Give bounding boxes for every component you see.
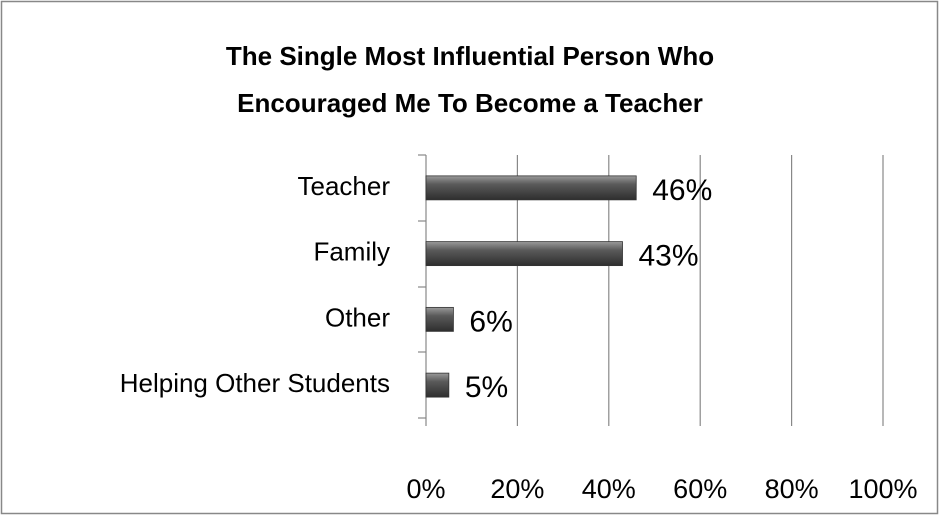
value-label: 46% <box>652 174 712 207</box>
x-tick-label: 100% <box>848 474 917 504</box>
bar <box>425 306 454 332</box>
chart-title: Encouraged Me To Become a Teacher <box>237 88 703 118</box>
x-tick-label: 80% <box>765 474 819 504</box>
chart-title: The Single Most Influential Person Who <box>226 41 714 71</box>
category-label: Family <box>313 237 390 267</box>
x-tick-label: 20% <box>490 474 544 504</box>
category-label: Other <box>325 302 390 332</box>
x-tick-label: 60% <box>673 474 727 504</box>
x-tick-label: 40% <box>582 474 636 504</box>
category-label: Helping Other Students <box>120 368 390 398</box>
bar <box>425 241 623 267</box>
bar <box>425 372 450 398</box>
value-label: 6% <box>469 305 512 338</box>
value-label: 43% <box>639 240 699 273</box>
bar <box>425 175 637 201</box>
value-label: 5% <box>465 371 508 404</box>
x-tick-label: 0% <box>406 474 445 504</box>
category-label: Teacher <box>298 171 391 201</box>
